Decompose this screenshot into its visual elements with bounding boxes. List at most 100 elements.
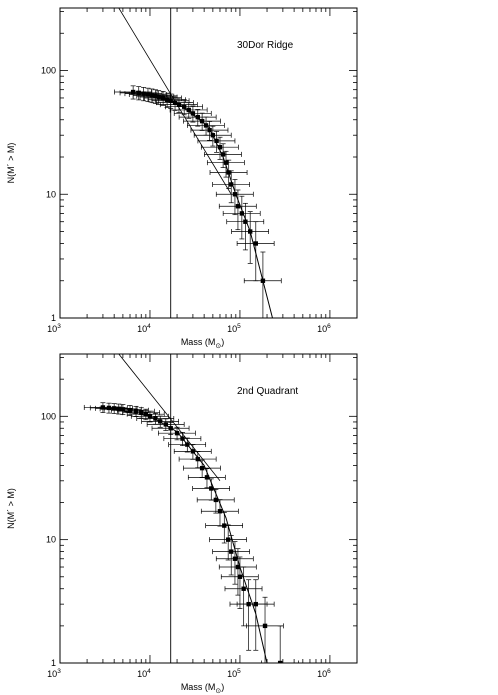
y-tick-label: 100 (41, 411, 56, 421)
data-point (168, 426, 173, 431)
x-axis-label-close: ) (221, 337, 224, 347)
plot-frame (59, 353, 358, 664)
y-tick-label: 100 (41, 66, 56, 76)
data-point (168, 98, 173, 103)
data-point (164, 97, 170, 102)
data-point (195, 114, 200, 120)
x-axis-label-sub: ⊙ (215, 343, 221, 350)
panel-2nd-quadrant: 103 104 105 106 1 10 100 2nd Quadrant N(M´ > M… (6, 353, 358, 695)
panel-30dor-ridge: 103 104 105 106 1 10 100 30Dor Ridge N(M´ > M)… (6, 7, 358, 350)
x-tick-label: 103 (47, 323, 61, 334)
data-point (243, 219, 248, 224)
data-point (185, 442, 190, 447)
data-point (195, 456, 200, 462)
axis-ticks: 103 104 105 106 1 10 100 (41, 354, 358, 679)
data-point (239, 211, 245, 216)
data-point (223, 160, 229, 165)
data-point (247, 229, 253, 234)
data-point (217, 509, 223, 514)
panel-annotation: 2nd Quadrant (237, 386, 298, 397)
data-point (149, 93, 155, 98)
data-point (100, 405, 106, 410)
data-point (147, 414, 153, 419)
data-point (133, 409, 139, 414)
x-tick-label: 106 (317, 323, 331, 334)
x-tick-label: 103 (47, 668, 61, 679)
x-tick-label: 104 (137, 668, 151, 679)
data-point (204, 475, 210, 480)
y-axis-label: N(M´ > M) (6, 488, 16, 529)
y-tick-label: 1 (51, 313, 56, 323)
y-axis-label: N(M´ > M) (6, 143, 16, 184)
data-series (83, 354, 299, 663)
x-axis-label: Mass (M⊙) (181, 682, 224, 695)
data-point (203, 123, 209, 128)
data-point (229, 182, 234, 187)
data-point (220, 152, 226, 157)
data-point (160, 95, 166, 101)
x-axis-label-main: Mass (M (181, 682, 216, 692)
data-point (143, 412, 149, 417)
data-point (241, 586, 246, 591)
plot-frame (59, 7, 358, 319)
data-point (235, 204, 241, 209)
data-point (153, 416, 158, 421)
data-series (114, 8, 282, 318)
x-axis-label-main: Mass (M (181, 337, 216, 347)
data-point (260, 278, 266, 283)
axis-ticks: 103 104 105 106 1 10 100 (41, 8, 358, 334)
x-tick-label: 106 (317, 668, 331, 679)
x-axis-label-sub: ⊙ (215, 688, 221, 695)
data-point (214, 138, 219, 144)
data-point (232, 192, 238, 197)
data-point (163, 422, 169, 427)
x-axis-label: Mass (M⊙) (181, 337, 224, 350)
data-point (111, 406, 117, 411)
data-point (207, 127, 212, 133)
x-tick-label: 104 (137, 323, 151, 334)
data-point (199, 465, 205, 471)
data-point (180, 436, 185, 441)
y-tick-label: 10 (46, 189, 56, 199)
data-point (190, 449, 196, 454)
data-point (229, 549, 234, 554)
data-point (130, 89, 136, 95)
data-point (226, 170, 231, 175)
x-tick-label: 105 (227, 323, 241, 334)
data-point (277, 660, 283, 663)
data-point (120, 407, 126, 412)
data-point (232, 556, 238, 561)
data-point (174, 430, 180, 436)
power-law-line (118, 354, 221, 482)
data-point (116, 406, 121, 412)
data-point (217, 145, 223, 150)
data-point (106, 405, 112, 411)
x-tick-label: 105 (227, 668, 241, 679)
data-point (262, 623, 268, 629)
data-point (176, 102, 182, 107)
data-point (186, 107, 191, 113)
data-point (172, 100, 178, 105)
data-point (235, 564, 241, 570)
data-point (145, 92, 151, 97)
data-point (253, 601, 258, 607)
data-point (141, 91, 146, 96)
data-point (153, 94, 158, 99)
x-axis-label-close: ) (221, 682, 224, 692)
y-tick-label: 1 (51, 658, 56, 668)
y-tick-label: 10 (46, 535, 56, 545)
data-point (237, 574, 243, 579)
data-point (209, 486, 214, 491)
data-point (199, 118, 205, 124)
data-point (190, 111, 196, 116)
data-point (253, 241, 258, 246)
data-point (127, 408, 133, 413)
data-point (225, 537, 231, 542)
data-point (158, 419, 163, 424)
panel-annotation: 30Dor Ridge (237, 40, 294, 51)
data-point (136, 90, 141, 96)
data-point (181, 104, 187, 109)
data-point (210, 133, 216, 138)
data-point (213, 497, 219, 503)
